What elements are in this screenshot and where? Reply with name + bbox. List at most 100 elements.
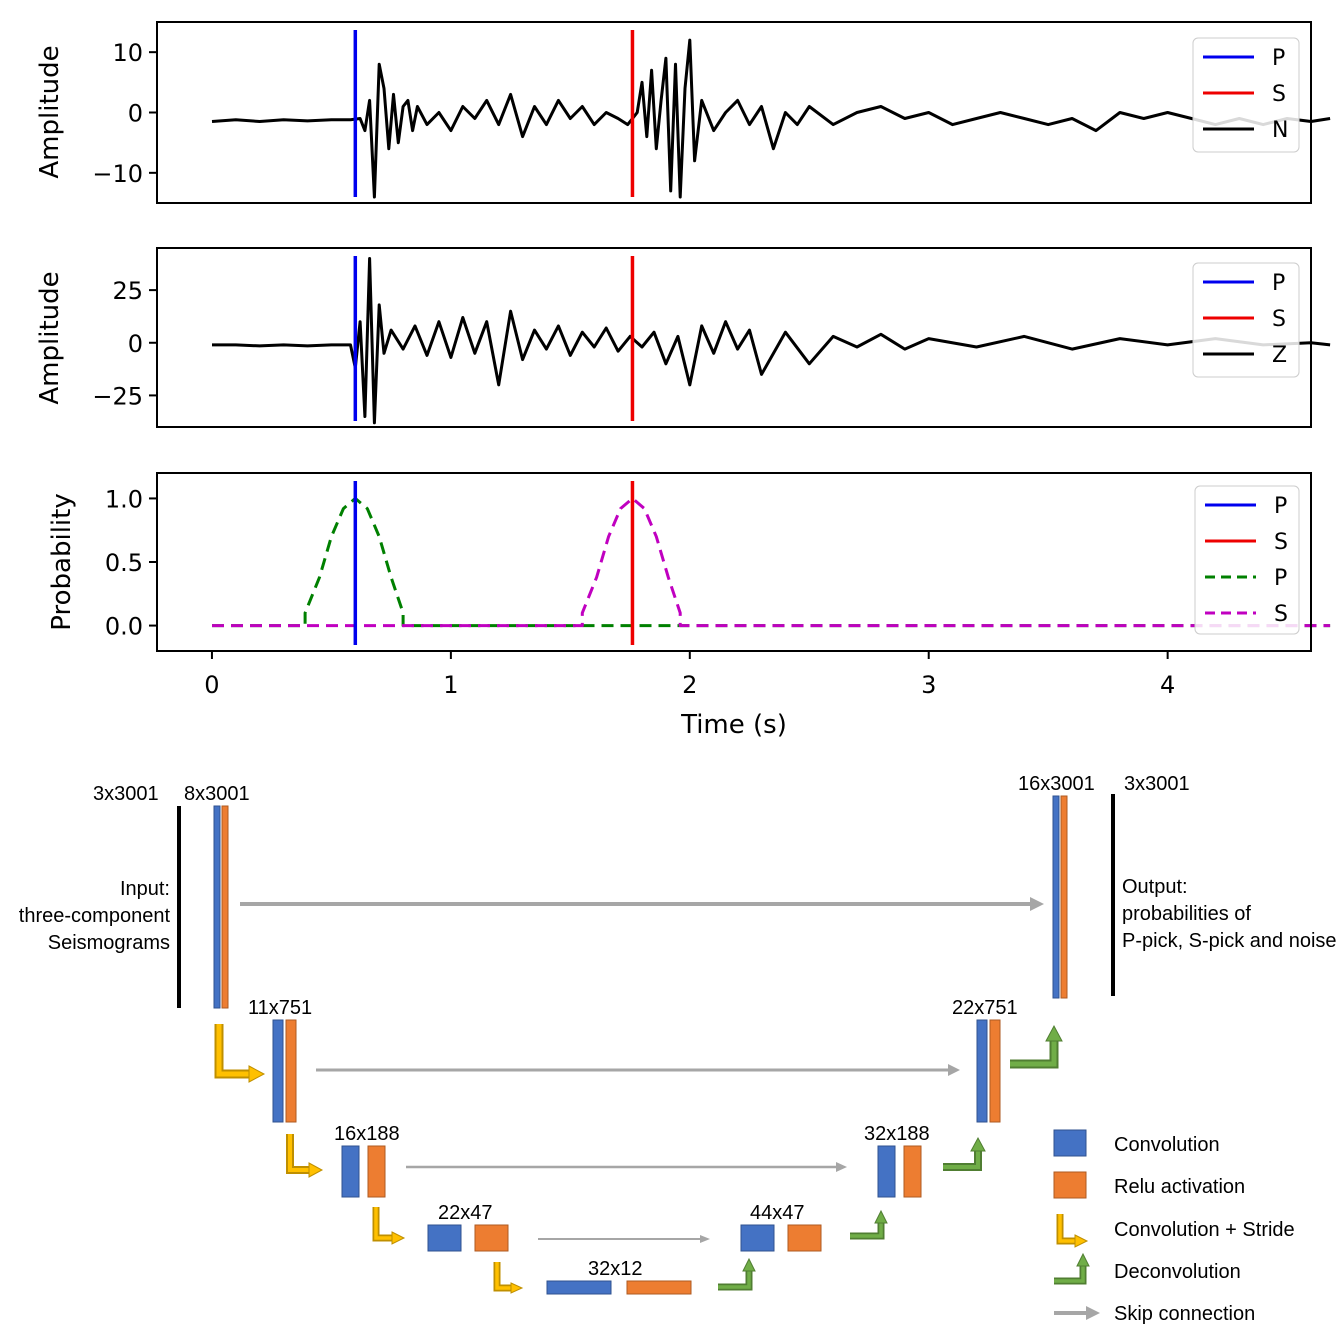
legend-label: Skip connection (1114, 1303, 1255, 1325)
input-text-line: Seismograms (48, 932, 170, 954)
relu-block (989, 1019, 1001, 1123)
conv-block (213, 805, 221, 1009)
relu-block (1060, 795, 1068, 999)
y-tick-label: 10 (112, 39, 143, 67)
relu-block (787, 1224, 822, 1252)
legend-label: Relu activation (1114, 1176, 1245, 1198)
x-tick-label: 1 (443, 671, 458, 699)
series-line-n (211, 38, 1331, 199)
y-tick-label: −25 (92, 382, 143, 410)
series-line-s (212, 496, 1331, 628)
legend-label: P (1272, 46, 1285, 71)
stride-arrow (372, 1207, 406, 1245)
output-text-line: Output: (1122, 876, 1188, 898)
output-text-line: P-pick, S-pick and noise (1122, 930, 1336, 952)
legend-label: S (1272, 307, 1286, 332)
panel-z-component: 25 0 −25 Amplitude P S Z (35, 247, 1331, 428)
output-text-line: probabilities of (1122, 903, 1251, 925)
deconv-arrow (850, 1209, 888, 1240)
conv-block (976, 1019, 988, 1123)
output-conv-dim-label: 16x3001 (1018, 773, 1095, 795)
legend: P S N (1192, 37, 1300, 153)
x-axis-label: Time (s) (680, 710, 787, 740)
stride-arrow (493, 1262, 524, 1294)
legend-deconv-icon (1054, 1252, 1090, 1285)
y-tick-label: 0.0 (105, 613, 143, 641)
x-tick-label: 3 (921, 671, 936, 699)
dim-label: 32x188 (864, 1123, 930, 1145)
y-tick-label: 0 (128, 330, 143, 358)
legend-label: Deconvolution (1114, 1261, 1241, 1283)
skip-arrow (538, 1235, 710, 1243)
dim-label: 32x12 (588, 1258, 643, 1280)
y-tick-label: 25 (112, 277, 143, 305)
legend-label: P (1272, 271, 1285, 296)
legend-label: S (1274, 602, 1288, 627)
output-bar (1111, 794, 1115, 996)
legend-label: P (1274, 494, 1287, 519)
x-tick-label: 0 (204, 671, 219, 699)
relu-block (474, 1224, 509, 1252)
series-line-z (212, 257, 1331, 425)
diagram-legend: Convolution Relu activation Convolution … (1053, 1129, 1295, 1325)
panel-n-component: 10 0 −10 Amplitude P S N (35, 21, 1331, 204)
legend-skip-icon (1054, 1306, 1100, 1320)
legend-swatch-convolution (1053, 1129, 1087, 1157)
input-dim-label: 3x3001 (93, 783, 159, 805)
conv-block (877, 1145, 896, 1198)
skip-arrow (316, 1064, 960, 1076)
relu-block (221, 805, 229, 1009)
y-axis-label: Amplitude (35, 45, 65, 178)
dim-label: 44x47 (750, 1202, 805, 1224)
conv-block (341, 1145, 360, 1198)
x-tick-label: 4 (1160, 671, 1175, 699)
input-text-line: three-component (19, 905, 171, 927)
legend-label: Convolution (1114, 1134, 1220, 1156)
dim-label: 16x188 (334, 1123, 400, 1145)
skip-arrow (406, 1162, 847, 1172)
relu-block (903, 1145, 922, 1198)
series-line-p (212, 496, 1331, 628)
x-tick-label: 2 (682, 671, 697, 699)
relu-block (367, 1145, 386, 1198)
deconv-arrow (943, 1136, 986, 1171)
y-tick-label: 0 (128, 100, 143, 128)
conv-block (1052, 795, 1060, 999)
legend-swatch-relu (1053, 1171, 1087, 1199)
unet-diagram: 3x3001 8x3001 Input: three-component Sei… (19, 773, 1336, 1325)
y-axis-label: Amplitude (35, 271, 65, 404)
relu-block (626, 1280, 692, 1295)
legend-label: N (1272, 118, 1288, 143)
dim-label: 11x751 (248, 997, 312, 1019)
stride-arrow (286, 1134, 324, 1178)
y-tick-label: 0.5 (105, 549, 143, 577)
output-dim-label: 3x3001 (1124, 773, 1190, 795)
conv-block (740, 1224, 775, 1252)
legend-label: S (1272, 82, 1286, 107)
legend-label: Z (1272, 343, 1287, 368)
conv-block (427, 1224, 462, 1252)
legend-stride-icon (1056, 1214, 1089, 1248)
stride-arrow (214, 1024, 266, 1083)
panel-frame (156, 21, 1312, 204)
legend: P S Z (1192, 262, 1300, 378)
dim-label: 22x751 (952, 997, 1018, 1019)
deconv-arrow (1010, 1024, 1063, 1069)
relu-block (285, 1019, 297, 1123)
panel-probability: 1.0 0.5 0.0 0 1 2 3 4 Probability Time (s) P S… (47, 472, 1331, 740)
panel-frame (156, 247, 1312, 428)
conv-block (546, 1280, 612, 1295)
legend-label: S (1274, 530, 1288, 555)
legend: P S P S (1194, 485, 1300, 635)
y-tick-label: 1.0 (105, 485, 143, 513)
conv-block (272, 1019, 284, 1123)
y-axis-label: Probability (47, 493, 77, 630)
legend-label: Convolution + Stride (1114, 1219, 1295, 1241)
skip-arrow (240, 897, 1044, 911)
deconv-arrow (718, 1257, 756, 1291)
dim-label: 22x47 (438, 1202, 493, 1224)
input-text-line: Input: (120, 878, 170, 900)
y-tick-label: −10 (92, 160, 143, 188)
legend-label: P (1274, 566, 1287, 591)
